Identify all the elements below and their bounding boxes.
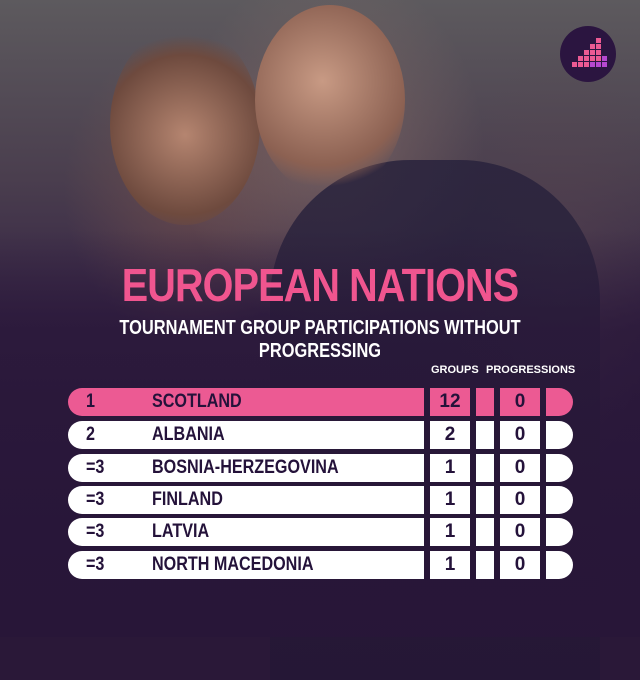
progressions-value: 0 — [514, 391, 526, 412]
progressions-value: 0 — [514, 554, 526, 575]
nation-name: SCOTLAND — [152, 391, 242, 412]
rank: =3 — [86, 554, 105, 575]
progressions-value: 0 — [514, 489, 526, 510]
nation-name: NORTH MACEDONIA — [152, 554, 314, 575]
table-row: =3 NORTH MACEDONIA 1 0 — [68, 551, 573, 579]
player-figure — [110, 25, 260, 225]
rank: =3 — [86, 457, 105, 478]
groups-value: 2 — [444, 424, 456, 445]
groups-column-header: GROUPS — [431, 364, 479, 376]
rank: 2 — [86, 424, 95, 445]
progressions-value: 0 — [514, 424, 526, 445]
groups-value: 1 — [444, 554, 456, 575]
table-row: 2 ALBANIA 2 0 — [68, 421, 573, 449]
groups-value: 1 — [444, 457, 456, 478]
groups-value: 1 — [444, 521, 456, 542]
nation-name: LATVIA — [152, 521, 210, 542]
bar-chart-logo-icon — [560, 26, 616, 82]
rank: =3 — [86, 489, 105, 510]
table-row: 1 SCOTLAND 12 0 — [68, 388, 573, 416]
rank: =3 — [86, 521, 105, 542]
progressions-value: 0 — [514, 521, 526, 542]
table-row: =3 LATVIA 1 0 — [68, 518, 573, 546]
table-row: =3 BOSNIA-HERZEGOVINA 1 0 — [68, 454, 573, 482]
nation-name: FINLAND — [152, 489, 223, 510]
progressions-column-header: PROGRESSIONS — [486, 364, 576, 376]
coach-head — [255, 5, 405, 195]
page-subtitle: TOURNAMENT GROUP PARTICIPATIONS WITHOUT … — [119, 317, 521, 362]
groups-value: 1 — [444, 489, 456, 510]
table-row: =3 FINLAND 1 0 — [68, 486, 573, 514]
groups-value: 12 — [439, 391, 461, 412]
page-title: EUROPEAN NATIONS — [121, 259, 519, 311]
progressions-value: 0 — [514, 457, 526, 478]
nation-name: BOSNIA-HERZEGOVINA — [152, 457, 339, 478]
rank: 1 — [86, 391, 95, 412]
nation-name: ALBANIA — [152, 424, 225, 445]
